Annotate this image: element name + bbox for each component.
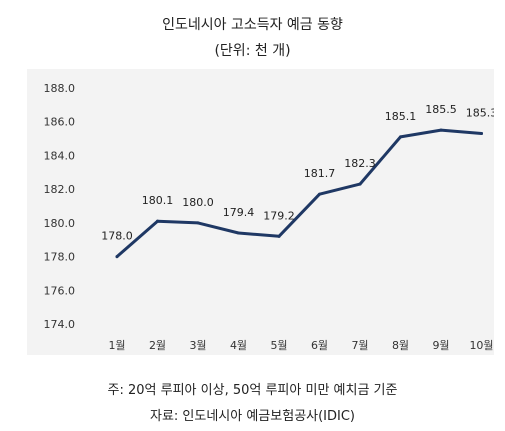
line-chart: 174.0 176.0 178.0 180.0 182.0 184.0 186.0 188.0…: [44, 82, 495, 352]
data-point: [358, 182, 362, 186]
x-tick-label: 5월: [270, 339, 287, 352]
data-label: 182.3: [344, 157, 376, 170]
data-point: [237, 231, 240, 235]
y-tick-label: 186.0: [44, 116, 76, 129]
x-tick-label: 1월: [108, 339, 125, 352]
y-tick-label: 182.0: [44, 183, 76, 196]
data-label: 179.2: [263, 209, 295, 222]
data-point: [318, 192, 321, 196]
plot-area: 174.0 176.0 178.0 180.0 182.0 184.0 186.0 188.0…: [27, 69, 494, 355]
footnote: 주: 20억 루피아 이상, 50억 루피아 미만 예치금 기준: [107, 383, 398, 398]
data-label: 178.0: [101, 230, 133, 243]
x-tick-label: 7월: [351, 339, 368, 352]
chart-title: 인도네시아 고소득자 예금 동향: [162, 17, 343, 33]
y-tick-label: 174.0: [44, 318, 76, 331]
data-label: 181.7: [304, 167, 336, 180]
y-tick-label: 178.0: [44, 251, 76, 264]
y-tick-label: 180.0: [44, 217, 76, 230]
y-tick-label: 184.0: [44, 149, 76, 162]
data-label: 179.4: [223, 206, 255, 219]
x-tick-label: 4월: [230, 339, 247, 352]
x-tick-label: 9월: [432, 339, 449, 352]
data-label: 180.1: [142, 194, 174, 207]
data-point: [115, 255, 119, 259]
data-label: 185.3: [466, 107, 494, 120]
x-tick-label: 6월: [311, 339, 328, 352]
data-point: [196, 221, 200, 225]
x-tick-label: 2월: [149, 339, 166, 352]
chart-subtitle: (단위: 천 개): [214, 43, 291, 59]
x-tick-label: 10월: [469, 339, 493, 352]
data-point: [480, 132, 483, 136]
data-point: [156, 219, 159, 223]
data-point: [439, 128, 443, 132]
y-tick-label: 188.0: [44, 82, 76, 95]
x-tick-label: 3월: [189, 339, 206, 352]
data-point: [399, 135, 402, 139]
y-tick-label: 176.0: [44, 284, 76, 297]
data-label: 185.1: [385, 110, 417, 123]
data-label: 185.5: [425, 103, 457, 116]
x-tick-label: 8월: [392, 339, 409, 352]
data-label: 180.0: [182, 196, 214, 209]
source-note: 자료: 인도네시아 예금보험공사(IDIC): [149, 409, 356, 424]
series-line: [115, 128, 483, 259]
data-point: [277, 234, 281, 238]
